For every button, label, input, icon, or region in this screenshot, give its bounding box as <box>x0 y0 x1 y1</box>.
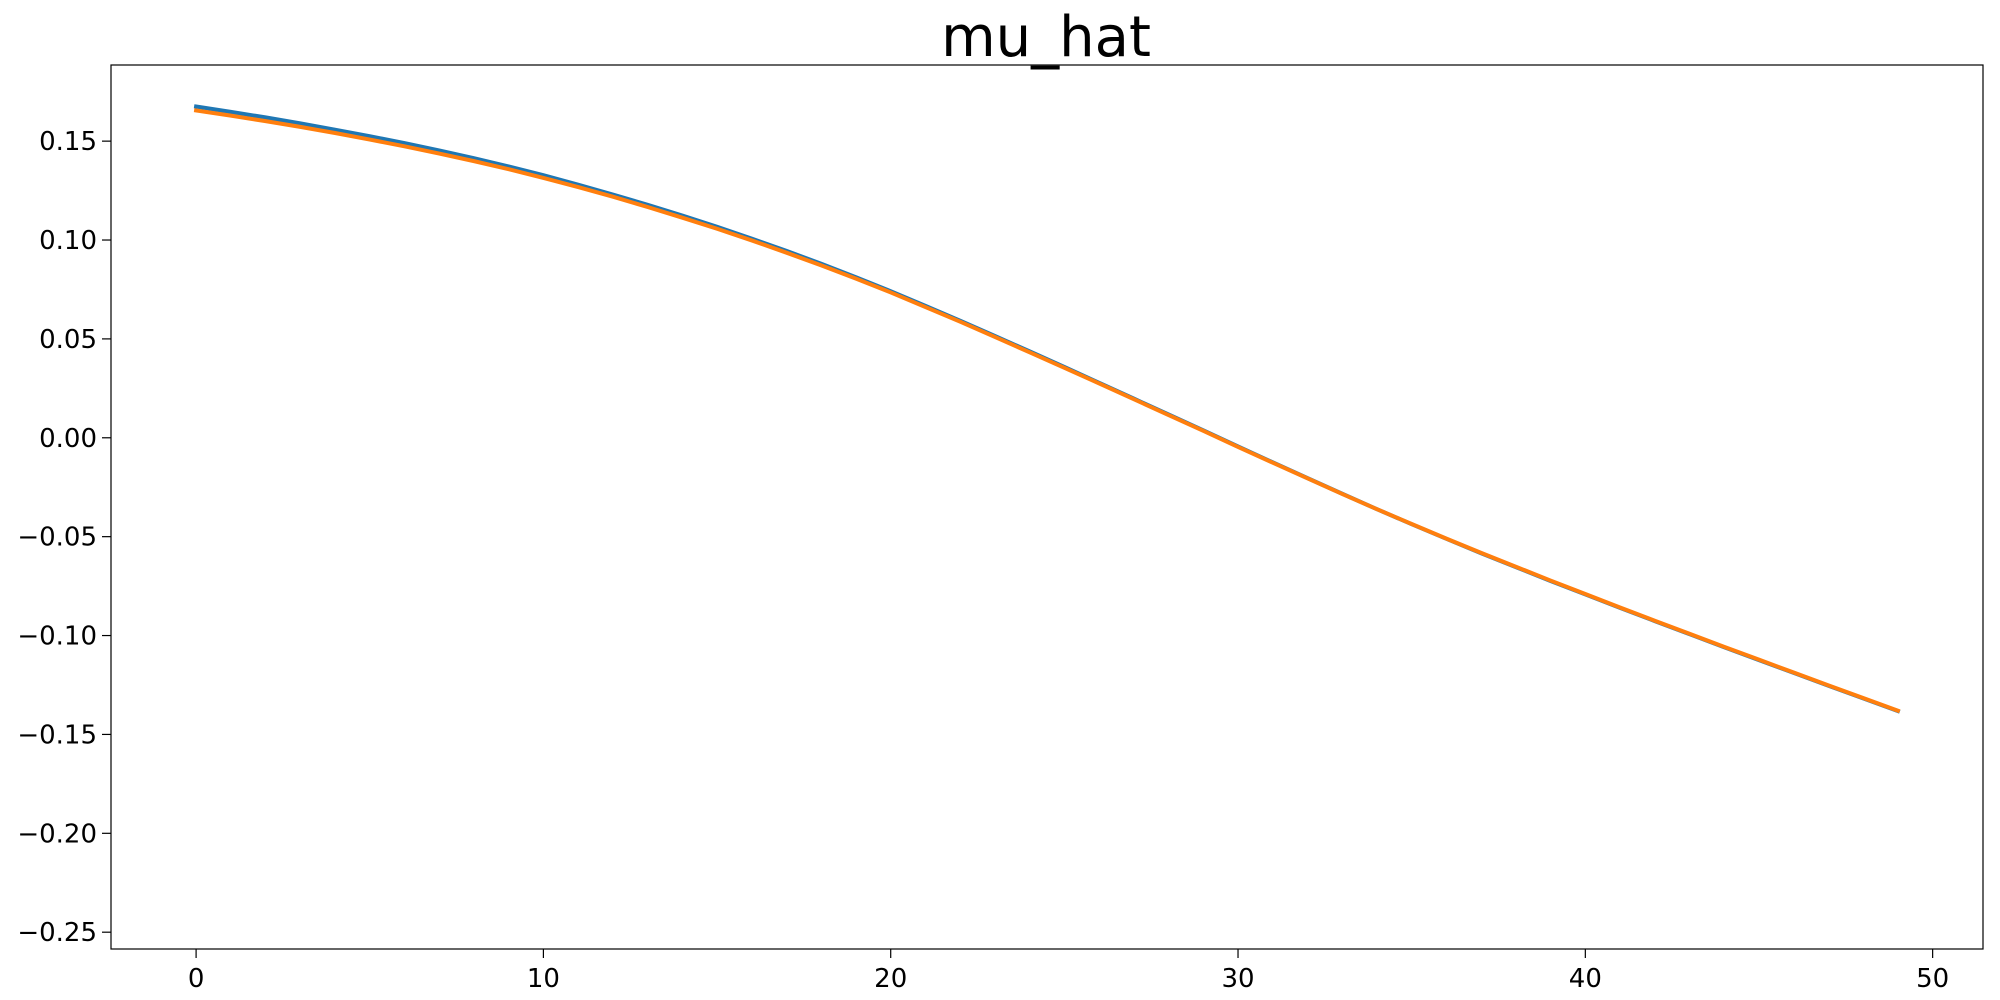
y-tick-label: −0.15 <box>17 720 97 750</box>
x-tick-label: 40 <box>1569 964 1602 994</box>
plot-frame <box>110 64 1984 950</box>
y-axis: 0.15 0.10 0.05 0.00 −0.05 −0.10 −0.15 −0.20 −0.2… <box>17 127 111 948</box>
x-tick-label: 50 <box>1916 964 1949 994</box>
chart-title: mu_hat <box>941 5 1151 70</box>
y-tick-label: 0.05 <box>39 325 97 355</box>
y-tick-label: 0.10 <box>39 226 97 256</box>
y-tick-label: −0.20 <box>17 819 97 849</box>
series-line-2 <box>193 108 1901 714</box>
y-tick-label: 0.15 <box>39 127 97 157</box>
plot-area <box>193 104 1901 714</box>
y-tick-label: −0.25 <box>17 918 97 948</box>
x-axis: 0 10 20 30 40 50 <box>188 949 1949 994</box>
y-tick-label: −0.10 <box>17 622 97 652</box>
x-tick-label: 30 <box>1221 964 1254 994</box>
x-tick-label: 20 <box>874 964 907 994</box>
x-tick-label: 10 <box>527 964 560 994</box>
y-tick-label: 0.00 <box>39 424 97 454</box>
y-tick-label: −0.05 <box>17 523 97 553</box>
x-tick-label: 0 <box>188 964 205 994</box>
